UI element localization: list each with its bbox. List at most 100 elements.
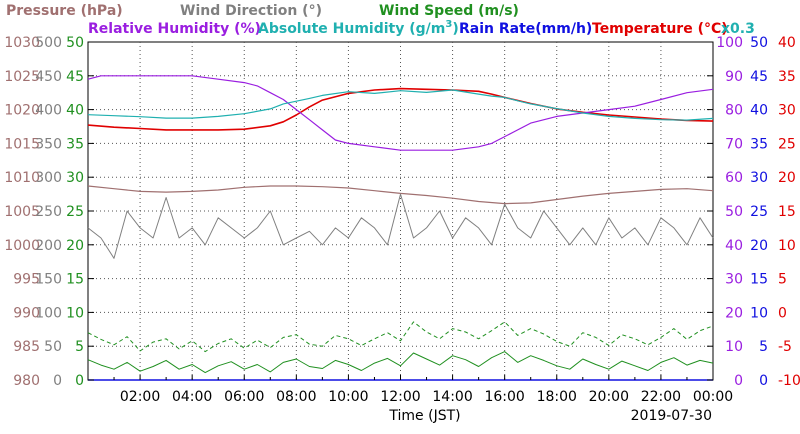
temperature-tick-label: 15 bbox=[778, 204, 796, 220]
x-tick-label: 00:00 bbox=[693, 389, 733, 405]
rain_rate-tick-label: 50 bbox=[750, 35, 768, 51]
temperature-tick-label: 35 bbox=[778, 69, 796, 85]
x-tick-label: 02:00 bbox=[120, 389, 160, 405]
series-relative-humidity bbox=[87, 75, 714, 151]
rain_rate-tick-label: 20 bbox=[750, 238, 768, 254]
x-tick-label: 10:00 bbox=[328, 389, 368, 405]
wind_speed-tick-label: 15 bbox=[66, 272, 84, 288]
temperature-tick-label: -5 bbox=[778, 339, 792, 355]
wind_speed-tick-label: 35 bbox=[66, 136, 84, 152]
x-axis-label: Time (JST) bbox=[388, 408, 460, 424]
pressure-tick-label: 1000 bbox=[4, 238, 40, 254]
relative_humidity-tick-label: 40 bbox=[725, 238, 743, 254]
pressure-tick-label: 1030 bbox=[4, 35, 40, 51]
temperature-tick-label: 30 bbox=[778, 103, 796, 119]
x-tick-label: 06:00 bbox=[224, 389, 264, 405]
legend-pressure: Pressure (hPa) bbox=[6, 3, 123, 19]
wind_speed-tick-label: 0 bbox=[75, 373, 84, 389]
relative_humidity-tick-label: 80 bbox=[725, 103, 743, 119]
rain_rate-tick-label: 0 bbox=[759, 373, 768, 389]
legend-rain-rate: Rain Rate(mm/h) bbox=[459, 21, 592, 37]
relative_humidity-tick-label: 100 bbox=[716, 35, 743, 51]
temperature-tick-label: 5 bbox=[778, 272, 787, 288]
pressure-tick-label: 980 bbox=[13, 373, 40, 389]
wind_direction-tick-label: 100 bbox=[35, 305, 62, 321]
wind_direction-tick-label: 400 bbox=[35, 103, 62, 119]
wind_direction-tick-label: 350 bbox=[35, 136, 62, 152]
relative_humidity-tick-label: 30 bbox=[725, 272, 743, 288]
pressure-tick-label: 1005 bbox=[4, 204, 40, 220]
x-tick-label: 04:00 bbox=[172, 389, 212, 405]
rain_rate-tick-label: 30 bbox=[750, 170, 768, 186]
wind_speed-tick-label: 25 bbox=[66, 204, 84, 220]
legend-absolute-humidity-text: Absolute Humidity (g/m bbox=[258, 21, 445, 37]
wind_speed-tick-label: 10 bbox=[66, 305, 84, 321]
x-tick-label: 18:00 bbox=[537, 389, 577, 405]
pressure-tick-label: 1015 bbox=[4, 136, 40, 152]
rain_rate-tick-label: 45 bbox=[750, 69, 768, 85]
legend-absolute-humidity: Absolute Humidity (g/m3) bbox=[258, 19, 459, 37]
series-absolute-humidity bbox=[87, 89, 714, 121]
x-tick-label: 20:00 bbox=[589, 389, 629, 405]
wind_speed-tick-label: 5 bbox=[75, 339, 84, 355]
x-tick-label: 14:00 bbox=[432, 389, 472, 405]
relative_humidity-tick-label: 0 bbox=[734, 373, 743, 389]
wind_direction-tick-label: 50 bbox=[44, 339, 62, 355]
temperature-tick-label: 25 bbox=[778, 136, 796, 152]
temperature-tick-label: -10 bbox=[778, 373, 800, 389]
wind_direction-tick-label: 300 bbox=[35, 170, 62, 186]
temperature-tick-label: 10 bbox=[778, 238, 796, 254]
x-tick-label: 16:00 bbox=[484, 389, 524, 405]
x-tick-label: 22:00 bbox=[641, 389, 681, 405]
wind_direction-tick-label: 0 bbox=[53, 373, 62, 389]
relative_humidity-tick-label: 70 bbox=[725, 136, 743, 152]
legend-relative-humidity: Relative Humidity (%) bbox=[88, 21, 261, 37]
rain_rate-tick-label: 40 bbox=[750, 103, 768, 119]
legend-temperature: Temperature (°C) bbox=[592, 21, 728, 37]
series-pressure bbox=[87, 185, 714, 205]
pressure-tick-label: 985 bbox=[13, 339, 40, 355]
wind_speed-tick-label: 45 bbox=[66, 69, 84, 85]
relative_humidity-tick-label: 60 bbox=[725, 170, 743, 186]
legend-absolute-humidity-close: ) bbox=[452, 21, 458, 37]
pressure-tick-label: 1010 bbox=[4, 170, 40, 186]
wind_speed-tick-label: 30 bbox=[66, 170, 84, 186]
legend-wind-direction: Wind Direction (°) bbox=[180, 3, 322, 19]
temperature-tick-label: 40 bbox=[778, 35, 796, 51]
wind_direction-tick-label: 500 bbox=[35, 35, 62, 51]
relative_humidity-tick-label: 20 bbox=[725, 305, 743, 321]
pressure-tick-label: 1020 bbox=[4, 103, 40, 119]
series-wind-direction bbox=[87, 193, 714, 259]
wind_direction-tick-label: 200 bbox=[35, 238, 62, 254]
temperature-tick-label: 20 bbox=[778, 170, 796, 186]
legend-wind-speed: Wind Speed (m/s) bbox=[379, 3, 519, 19]
wind_speed-tick-label: 20 bbox=[66, 238, 84, 254]
pressure-tick-label: 1025 bbox=[4, 69, 40, 85]
rain_rate-tick-label: 25 bbox=[750, 204, 768, 220]
wind_direction-tick-label: 250 bbox=[35, 204, 62, 220]
wind_direction-tick-label: 150 bbox=[35, 272, 62, 288]
rain_rate-tick-label: 10 bbox=[750, 305, 768, 321]
rain_rate-tick-label: 15 bbox=[750, 272, 768, 288]
wind_direction-tick-label: 450 bbox=[35, 69, 62, 85]
axis-layer: 02:00 04:00 06:00 08:00 10:00 12:00 14:00 16:00… bbox=[4, 35, 800, 405]
series-temperature bbox=[87, 87, 714, 131]
legend-absolute-humidity-sup: 3 bbox=[445, 19, 452, 30]
legend-scale-note: x0.3 bbox=[721, 21, 755, 37]
series-wind-speed bbox=[87, 351, 714, 374]
pressure-tick-label: 990 bbox=[13, 305, 40, 321]
series-wind-speed-gust bbox=[87, 321, 714, 353]
pressure-tick-label: 995 bbox=[13, 272, 40, 288]
wind_speed-tick-label: 40 bbox=[66, 103, 84, 119]
wind_speed-tick-label: 50 bbox=[66, 35, 84, 51]
date-label: 2019-07-30 bbox=[631, 408, 712, 424]
x-tick-label: 08:00 bbox=[276, 389, 316, 405]
temperature-tick-label: 0 bbox=[778, 305, 787, 321]
relative_humidity-tick-label: 50 bbox=[725, 204, 743, 220]
relative_humidity-tick-label: 90 bbox=[725, 69, 743, 85]
x-tick-label: 12:00 bbox=[380, 389, 420, 405]
relative_humidity-tick-label: 10 bbox=[725, 339, 743, 355]
rain_rate-tick-label: 5 bbox=[759, 339, 768, 355]
rain_rate-tick-label: 35 bbox=[750, 136, 768, 152]
